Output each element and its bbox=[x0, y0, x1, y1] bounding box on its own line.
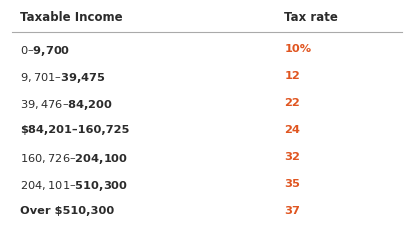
Text: Tax rate: Tax rate bbox=[284, 11, 337, 24]
Text: 22: 22 bbox=[284, 98, 299, 108]
Text: 24: 24 bbox=[284, 125, 299, 135]
Text: 10%: 10% bbox=[284, 44, 311, 54]
Text: $0–$9,700: $0–$9,700 bbox=[20, 44, 70, 58]
Text: $39,476–$84,200: $39,476–$84,200 bbox=[20, 98, 113, 112]
Text: $84,201–160,725: $84,201–160,725 bbox=[20, 125, 129, 135]
Text: Taxable Income: Taxable Income bbox=[20, 11, 123, 24]
Text: 35: 35 bbox=[284, 179, 299, 189]
Text: $160,726–$204,100: $160,726–$204,100 bbox=[20, 152, 128, 166]
Text: $204,101–$510,300: $204,101–$510,300 bbox=[20, 179, 128, 193]
Text: $9,701–$39,475: $9,701–$39,475 bbox=[20, 71, 106, 85]
Text: 32: 32 bbox=[284, 152, 299, 162]
Text: Over $510,300: Over $510,300 bbox=[20, 206, 114, 216]
Text: 12: 12 bbox=[284, 71, 299, 81]
Text: 37: 37 bbox=[284, 206, 299, 216]
